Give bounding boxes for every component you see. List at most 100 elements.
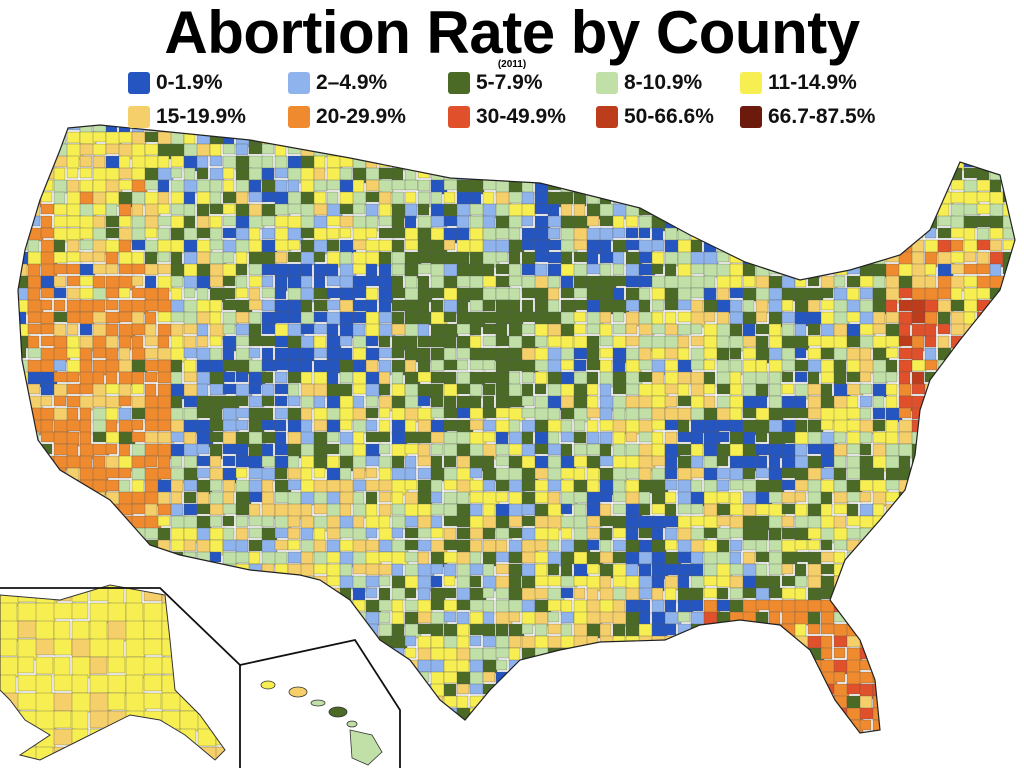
county-cell-1785 xyxy=(911,383,926,395)
county-cell-1346 xyxy=(274,323,290,338)
county-cell-276 xyxy=(560,155,578,170)
county-cell-601 xyxy=(729,203,742,219)
county-cell-3109 xyxy=(885,587,901,602)
county-cell-1867 xyxy=(963,395,977,408)
county-cell-2206 xyxy=(300,455,315,469)
county-cell-2729 xyxy=(1016,528,1024,542)
county-cell-2770 xyxy=(534,539,549,552)
county-cell-1618 xyxy=(768,359,785,373)
county-cell-919 xyxy=(807,251,824,267)
county-cell-2315 xyxy=(703,467,718,482)
county-cell-3476 xyxy=(586,647,603,661)
county-cell-79 xyxy=(27,131,41,145)
county-cell-1304 xyxy=(742,311,757,325)
county-cell-2677 xyxy=(339,527,355,539)
county-cell-1316 xyxy=(898,311,913,326)
county-cell-793 xyxy=(183,239,199,253)
county-cell-2925 xyxy=(521,563,536,578)
county-cell-2825 xyxy=(235,551,252,564)
legend-swatch-7 xyxy=(448,106,470,128)
county-cell-3144 xyxy=(326,599,339,614)
county-cell-3338 xyxy=(820,623,837,635)
county-cell-2946 xyxy=(794,563,807,578)
county-cell-3553 xyxy=(573,659,589,676)
county-cell-2911 xyxy=(339,563,353,577)
county-cell-875 xyxy=(235,251,248,266)
county-cell-3102 xyxy=(794,587,807,601)
county-cell-1325 xyxy=(1016,312,1024,322)
county-cell-3063 xyxy=(287,587,302,600)
county-cell-827 xyxy=(625,239,642,251)
county-cell-1684 xyxy=(612,371,629,385)
county-cell-526 xyxy=(768,191,786,207)
county-cell-571 xyxy=(339,203,355,215)
county-cell-1943 xyxy=(937,407,955,421)
county-cell-3924 xyxy=(326,719,344,733)
county-cell-3216 xyxy=(248,611,265,628)
county-cell-3998 xyxy=(274,731,289,733)
county-cell-3624 xyxy=(482,671,496,683)
county-cell-69 xyxy=(71,674,89,694)
county-cell-2881 xyxy=(963,551,976,566)
county-cell-1471 xyxy=(885,335,902,348)
county-cell-842 xyxy=(820,239,838,251)
county-cell-1904 xyxy=(430,407,447,419)
county-cell-1391 xyxy=(859,323,876,336)
county-cell-84 xyxy=(107,692,126,711)
county-cell-1986 xyxy=(482,419,498,432)
county-cell-3742 xyxy=(1002,683,1015,699)
county-cell-131 xyxy=(703,131,720,143)
county-cell-3740 xyxy=(976,683,994,697)
county-cell-86 xyxy=(118,131,133,144)
county-cell-3098 xyxy=(742,587,757,599)
county-cell-3763 xyxy=(261,695,276,709)
county-cell-1361 xyxy=(469,323,482,336)
county-cell-612 xyxy=(872,203,890,217)
county-cell-2025 xyxy=(989,419,1004,435)
county-cell-3686 xyxy=(274,683,291,696)
county-cell-2590 xyxy=(222,515,235,527)
county-cell-2499 xyxy=(53,503,71,520)
county-cell-911 xyxy=(703,251,719,266)
county-cell-2784 xyxy=(716,539,730,554)
county-cell-3960 xyxy=(794,719,807,733)
county-cell-2176 xyxy=(924,443,942,459)
county-cell-128 xyxy=(197,746,219,760)
county-cell-2483 xyxy=(859,491,872,503)
county-cell-532 xyxy=(846,191,863,205)
county-cell-1953 xyxy=(53,419,69,433)
county-cell-2457 xyxy=(521,491,536,506)
county-cell-2865 xyxy=(755,551,772,563)
county-cell-1224 xyxy=(716,299,733,314)
county-cell-2130 xyxy=(326,443,340,455)
county-cell-1168 xyxy=(1002,287,1015,301)
county-cell-3309 xyxy=(443,623,460,637)
county-cell-1331 xyxy=(79,323,93,336)
county-cell-728 xyxy=(352,227,368,241)
county-cell-66 xyxy=(17,674,38,692)
county-cell-3693 xyxy=(365,683,378,697)
county-cell-2747 xyxy=(235,539,249,554)
county-cell-448 xyxy=(768,179,784,196)
county-cell-3110 xyxy=(898,587,916,602)
county-cell-3480 xyxy=(638,647,655,660)
county-cell-1619 xyxy=(781,359,798,372)
county-cell-2901 xyxy=(209,563,223,575)
county-cell-3850 xyxy=(378,707,393,722)
county-cell-1570 xyxy=(144,359,160,372)
county-cell-2080 xyxy=(690,431,704,446)
county-cell-1180 xyxy=(144,299,160,312)
county-cell-3142 xyxy=(300,599,315,612)
county-cell-546 xyxy=(18,203,27,219)
county-cell-378 xyxy=(872,167,886,181)
county-cell-2427 xyxy=(131,491,146,505)
county-cell-278 xyxy=(586,155,601,172)
county-cell-3851 xyxy=(391,707,406,723)
county-cell-538 xyxy=(924,191,942,203)
county-cell-2418 xyxy=(18,491,29,504)
county-cell-1355 xyxy=(391,323,408,336)
county-cell-3861 xyxy=(521,707,537,720)
county-cell-3820 xyxy=(1002,695,1015,707)
county-cell-947 xyxy=(157,263,173,275)
county-cell-2028 xyxy=(18,431,28,446)
